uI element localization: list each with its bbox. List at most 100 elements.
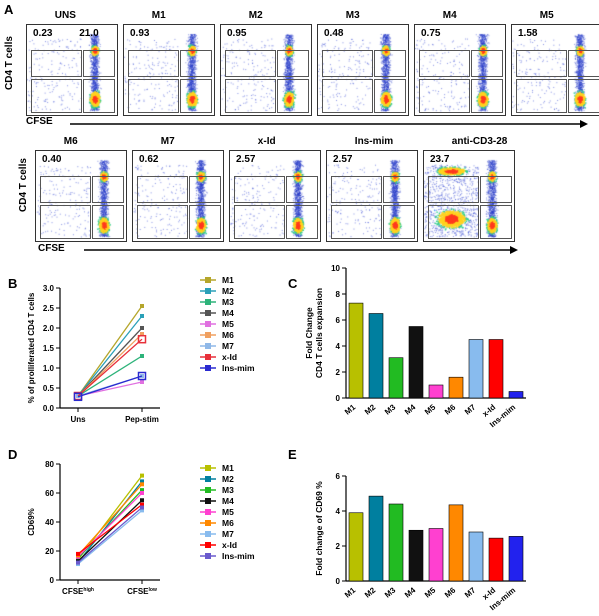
- panel-label-e: E: [288, 447, 297, 462]
- bar: [368, 495, 384, 582]
- y-axis-label: CD4 T cells expansion: [314, 288, 324, 378]
- series-line: [77, 483, 143, 556]
- flow-gate: [515, 50, 568, 78]
- x-tick-label: M2: [363, 402, 378, 416]
- series-line: [77, 338, 143, 397]
- flow-plot-title: M4: [442, 10, 457, 21]
- legend-swatch: [205, 498, 211, 504]
- data-point: [140, 508, 144, 513]
- flow-gate: [479, 176, 513, 204]
- bar: [388, 503, 404, 582]
- flow-density: [327, 151, 417, 241]
- flow-gate: [276, 79, 310, 114]
- y-axis-label: Fold change of CD69 %: [314, 481, 324, 576]
- flow-density: [36, 151, 126, 241]
- x-tick-label: M5: [423, 402, 438, 416]
- bar: [348, 302, 364, 399]
- y-tick-label: 0: [50, 576, 55, 585]
- data-point: [140, 314, 144, 318]
- y-axis-label: % of prolliferated CD4 T cells: [27, 292, 36, 403]
- flow-gate: [30, 50, 83, 78]
- flow-gate: [427, 176, 480, 204]
- flow-plot-title: M1: [151, 10, 166, 21]
- y-tick-label: 2: [336, 542, 341, 551]
- panel-label-a: A: [4, 2, 14, 17]
- flow-percent-left: 23.7: [430, 154, 450, 165]
- flow-plot: 0.93: [123, 24, 215, 116]
- flow-density: [133, 151, 223, 241]
- flow-gate: [470, 79, 504, 114]
- legend-label: M2: [222, 286, 234, 296]
- y-tick-label: 8: [336, 290, 341, 299]
- legend-label: M7: [222, 529, 234, 539]
- flow-density: [512, 25, 599, 115]
- series-line: [77, 355, 143, 397]
- flow-gate: [567, 50, 599, 78]
- legend-label: M7: [222, 341, 234, 351]
- flow-gate: [567, 79, 599, 114]
- legend-label: x-Id: [222, 352, 237, 362]
- data-point: [137, 371, 147, 381]
- flow-gate: [515, 79, 568, 114]
- flow-plot-title: Ins-mim: [354, 136, 394, 147]
- legend-swatch: [205, 531, 211, 537]
- x-tick-label: M1: [343, 402, 358, 416]
- y-tick-label: 4: [336, 342, 341, 351]
- legend-label: Ins-mim: [222, 551, 255, 561]
- y-tick-label: 1.0: [43, 364, 55, 373]
- legend-swatch: [205, 487, 211, 493]
- flow-density: [318, 25, 408, 115]
- flow-gate: [470, 50, 504, 78]
- x-tick-label: M3: [383, 402, 398, 416]
- x-tick-label: M7: [463, 402, 478, 416]
- flow-percent-left: 0.75: [421, 28, 441, 39]
- bar: [468, 531, 484, 582]
- flow-gate: [39, 205, 92, 240]
- legend-swatch: [205, 277, 211, 283]
- flow-plot-title: M7: [160, 136, 175, 147]
- flow-gate: [233, 205, 286, 240]
- flow-percent-left: 0.40: [42, 154, 62, 165]
- flow-gate: [82, 50, 116, 78]
- flow-plot: 0.23 21.0: [26, 24, 118, 116]
- flow-gate: [418, 79, 471, 114]
- series-line: [77, 315, 143, 397]
- y-tick-label: 6: [336, 316, 341, 325]
- legend-label: M4: [222, 308, 234, 318]
- flow-gate: [179, 50, 213, 78]
- cfse-arrow-row1: [70, 120, 588, 128]
- flow-density: [415, 25, 505, 115]
- series-line: [77, 327, 143, 397]
- x-tick-label: M1: [343, 585, 358, 599]
- flow-plot-title: M5: [539, 10, 554, 21]
- legend-label: M6: [222, 518, 234, 528]
- data-point: [140, 332, 144, 336]
- flow-percent-left: 2.57: [236, 154, 256, 165]
- legend-swatch: [205, 553, 211, 559]
- flow-plot: 0.75: [414, 24, 506, 116]
- legend-swatch: [205, 310, 211, 316]
- panel-label-c: C: [288, 276, 298, 291]
- flow-gate: [285, 176, 319, 204]
- y-tick-label: 6: [336, 472, 341, 481]
- bar: [428, 528, 444, 582]
- flow-xlabel-row2: CFSE: [38, 243, 65, 254]
- flow-gate: [321, 79, 374, 114]
- data-point: [140, 354, 144, 358]
- flow-plot-title: anti-CD3-28: [451, 136, 508, 147]
- flow-gate: [382, 205, 416, 240]
- x-tick-label: Pep-stim: [125, 415, 159, 424]
- flow-plot: 0.95: [220, 24, 312, 116]
- flow-plot-title: M3: [345, 10, 360, 21]
- legend-swatch: [205, 321, 211, 327]
- legend-swatch: [205, 354, 211, 360]
- flow-gate: [136, 176, 189, 204]
- x-tick-label: M7: [463, 585, 478, 599]
- flow-percent-left: 2.57: [333, 154, 353, 165]
- data-point: [137, 334, 147, 344]
- legend-swatch: [205, 332, 211, 338]
- y-tick-label: 40: [45, 518, 54, 527]
- y-axis-label: CD69%: [27, 508, 36, 536]
- legend-swatch: [205, 299, 211, 305]
